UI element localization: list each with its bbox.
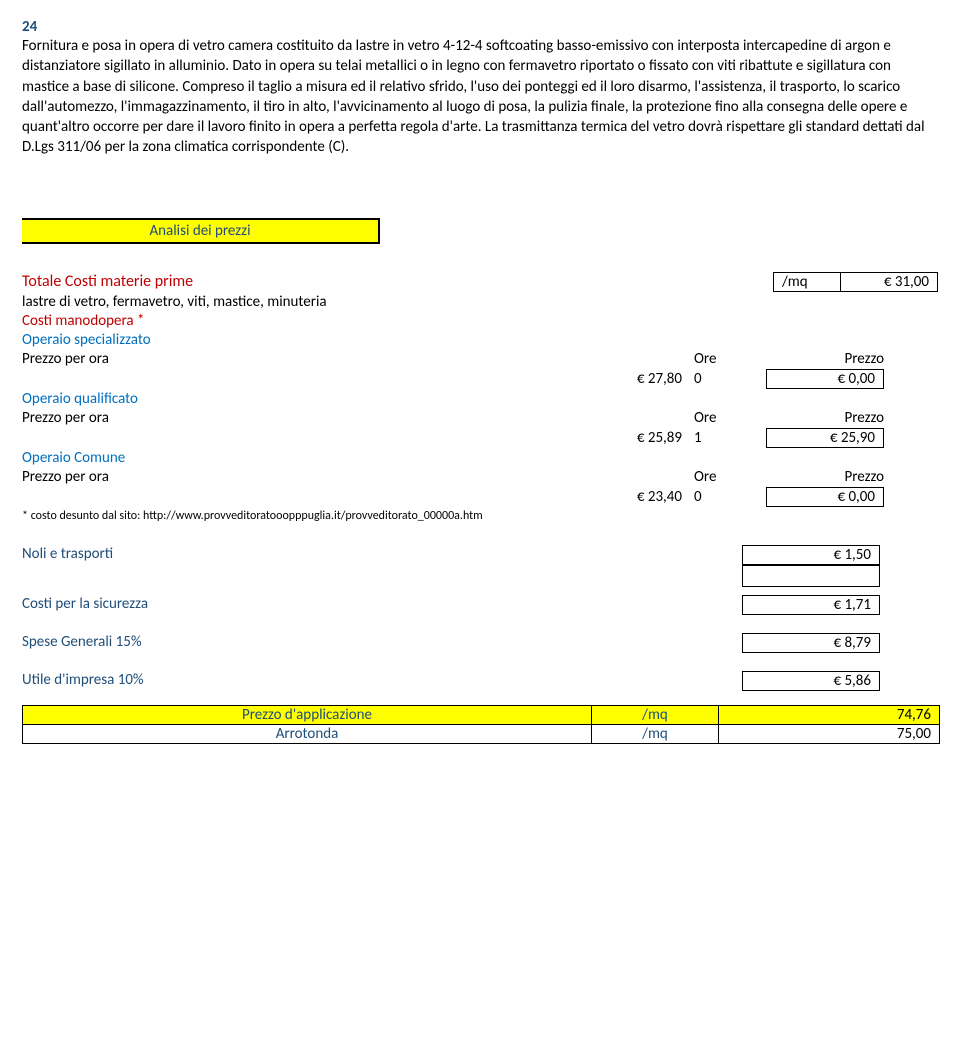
arrotonda-label: Arrotonda	[23, 725, 591, 743]
prezzo-app-unit: /mq	[591, 706, 718, 724]
qual-prezzo: € 25,90	[766, 428, 884, 448]
prezzo-label-2: Prezzo	[764, 409, 884, 427]
ore-label-3: Ore	[688, 468, 764, 486]
sicurezza-value: € 1,71	[742, 595, 880, 615]
prezzo-ora-label-1: Prezzo per ora	[22, 350, 572, 368]
description: Fornitura e posa in opera di vetro camer…	[22, 36, 938, 158]
ore-label-2: Ore	[688, 409, 764, 427]
com-ore: 0	[688, 488, 764, 506]
prezzo-ora-label-3: Prezzo per ora	[22, 468, 572, 486]
qual-rate: € 25,89	[572, 429, 688, 447]
arrotonda-unit: /mq	[591, 725, 718, 743]
spese-value: € 8,79	[742, 633, 880, 653]
analisi-header: Analisi dei prezzi	[22, 218, 380, 244]
prezzo-ora-label-2: Prezzo per ora	[22, 409, 572, 427]
arrotonda-value: 75,00	[718, 725, 939, 743]
item-number: 24	[22, 18, 938, 36]
totale-materie-sub: lastre di vetro, fermavetro, viti, masti…	[22, 293, 938, 311]
spec-prezzo: € 0,00	[766, 369, 884, 389]
noli-value: € 1,50	[742, 545, 880, 565]
com-rate: € 23,40	[572, 488, 688, 506]
prezzo-app-label: Prezzo d'applicazione	[23, 706, 591, 724]
footnote: * costo desunto dal sito: http://www.pro…	[22, 509, 938, 523]
com-prezzo: € 0,00	[766, 487, 884, 507]
sicurezza-label: Costi per la sicurezza	[22, 595, 742, 615]
operaio-qual-label: Operaio qualificato	[22, 390, 938, 408]
noli-label: Noli e trasporti	[22, 545, 742, 565]
arrotonda-row: Arrotonda /mq 75,00	[22, 725, 940, 744]
prezzo-label-1: Prezzo	[764, 350, 884, 368]
operaio-com-label: Operaio Comune	[22, 449, 938, 467]
operaio-spec-label: Operaio specializzato	[22, 331, 938, 349]
spec-ore: 0	[688, 370, 764, 388]
prezzo-app-value: 74,76	[718, 706, 939, 724]
empty-box	[742, 565, 880, 587]
utile-label: Utile d'impresa 10%	[22, 671, 742, 691]
spec-rate: € 27,80	[572, 370, 688, 388]
prezzo-label-3: Prezzo	[764, 468, 884, 486]
totale-materie-label: Totale Costi materie prime	[22, 272, 572, 291]
costi-manodopera: Costi manodopera *	[22, 312, 938, 330]
utile-value: € 5,86	[742, 671, 880, 691]
ore-label-1: Ore	[688, 350, 764, 368]
totale-materie-value: € 31,00	[840, 272, 938, 292]
spese-label: Spese Generali 15%	[22, 633, 742, 653]
totale-materie-unit: /mq	[773, 272, 840, 292]
qual-ore: 1	[688, 429, 764, 447]
prezzo-applicazione-row: Prezzo d'applicazione /mq 74,76	[22, 705, 940, 725]
